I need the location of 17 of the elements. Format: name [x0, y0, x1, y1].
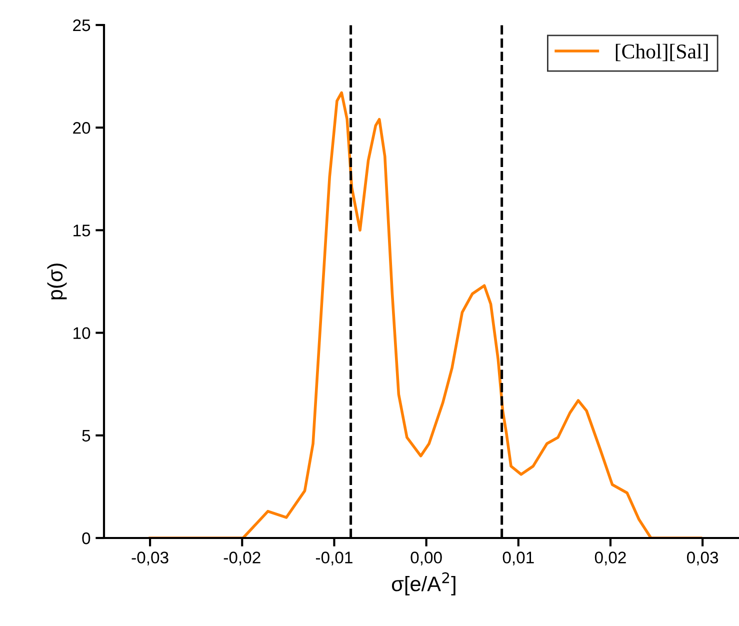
y-tick-label: 10 [74, 327, 90, 340]
y-tick-label: 0 [82, 532, 90, 544]
x-tick-label: 0,00 [410, 552, 442, 566]
y-tick-label: 20 [73, 122, 90, 134]
x-tick-label: -0,01 [316, 552, 352, 566]
x-tick-label: -0,02 [224, 552, 260, 566]
x-tick-label: 0,02 [594, 552, 626, 566]
x-tick-label: -0,03 [132, 552, 168, 566]
y-tick-label: 15 [74, 224, 90, 236]
y-tick-label: 25 [73, 19, 90, 32]
y-tick-label: 5 [82, 430, 90, 442]
line-series [148, 91, 702, 538]
y-axis-title: p(σ) [47, 264, 67, 300]
x-tick-label: 0,03 [686, 552, 718, 566]
x-tick-label: 0,01 [502, 552, 534, 566]
legend-label: [Chol][Sal] [616, 44, 708, 62]
x-axis-title: σ[e/A$^{2}$] [392, 572, 456, 596]
